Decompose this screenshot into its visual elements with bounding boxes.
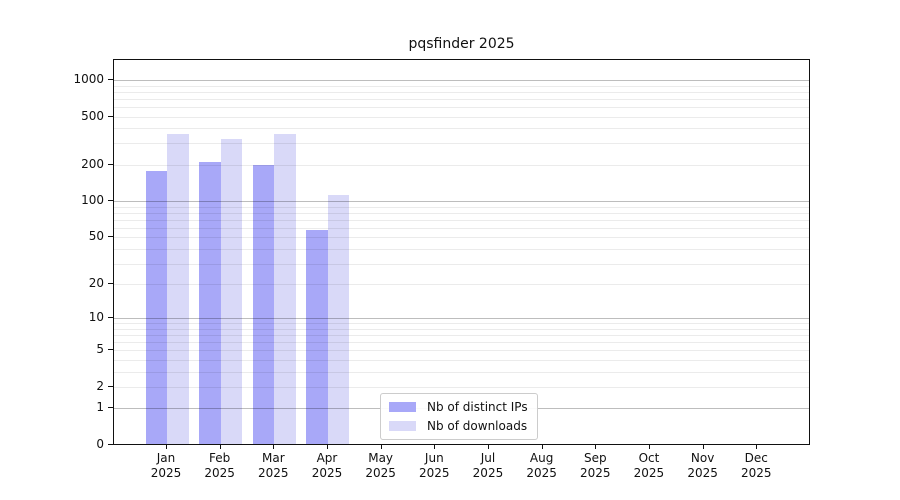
x-tick-mark-feb — [219, 445, 221, 449]
bar-downloads-apr — [327, 195, 350, 444]
chart-title: pqsfinder 2025 — [408, 36, 515, 52]
bar-downloads-feb — [220, 138, 243, 444]
y-tick-label-200: 200 — [81, 156, 104, 171]
x-tick-mark-jul — [487, 445, 489, 449]
x-tick-label-jun: Jun 2025 — [419, 451, 450, 480]
x-tick-mark-aug — [541, 445, 543, 449]
y-tick-label-10: 10 — [88, 310, 104, 325]
y-tick-mark-500 — [108, 115, 113, 117]
gridline-4 — [114, 359, 809, 361]
gridline-70 — [114, 219, 809, 221]
x-tick-mark-may — [380, 445, 382, 449]
y-tick-mark-1000 — [108, 79, 113, 80]
x-tick-label-dec: Dec 2025 — [740, 451, 772, 480]
y-tick-label-0: 0 — [96, 437, 104, 451]
x-tick-label-mar: Mar 2025 — [258, 451, 289, 480]
gridline-30 — [114, 263, 809, 265]
y-tick-label-1: 1 — [96, 400, 104, 415]
gridline-400 — [114, 128, 809, 130]
gridline-300 — [114, 143, 809, 145]
y-tick-label-50: 50 — [88, 229, 104, 244]
gridline-7 — [114, 335, 809, 337]
x-tick-label-may: May 2025 — [365, 451, 396, 480]
bar-downloads-mar — [274, 133, 296, 444]
x-tick-label-nov: Nov 2025 — [687, 451, 718, 480]
legend-label-downloads: Nb of downloads — [427, 419, 528, 433]
bar-distinct-ips-apr — [306, 230, 328, 444]
gridline-500 — [114, 116, 809, 118]
y-tick-mark-5 — [108, 349, 113, 351]
y-tick-mark-50 — [108, 236, 113, 238]
x-tick-mark-sep — [595, 445, 597, 449]
gridline-200 — [114, 164, 809, 166]
y-tick-mark-200 — [108, 163, 113, 165]
x-tick-label-sep: Sep 2025 — [579, 451, 611, 480]
gridline-60 — [114, 227, 809, 229]
gridline-900 — [114, 85, 809, 87]
x-tick-label-feb: Feb 2025 — [204, 451, 235, 480]
y-tick-mark-0 — [108, 444, 113, 445]
y-tick-label-2: 2 — [96, 378, 104, 393]
gridline-80 — [114, 212, 809, 214]
y-tick-mark-100 — [108, 200, 113, 202]
bar-distinct-ips-jan — [145, 170, 167, 444]
legend: Nb of distinct IPs Nb of downloads — [380, 393, 538, 440]
y-tick-label-500: 500 — [81, 108, 104, 123]
gridline-700 — [114, 98, 809, 100]
gridline-20 — [114, 284, 809, 286]
gridline-50 — [114, 237, 809, 239]
gridline-3 — [114, 371, 809, 373]
gridline-9 — [114, 323, 809, 325]
x-tick-label-oct: Oct 2025 — [633, 451, 665, 480]
x-tick-label-jul: Jul 2025 — [472, 451, 504, 480]
x-tick-label-jan: Jan 2025 — [150, 451, 182, 480]
gridline-90 — [114, 206, 809, 208]
gridline-5 — [114, 350, 809, 352]
bar-distinct-ips-feb — [199, 161, 221, 444]
legend-swatch-downloads — [389, 421, 416, 431]
x-tick-mark-dec — [756, 445, 758, 449]
y-tick-label-20: 20 — [88, 276, 104, 291]
y-tick-mark-1 — [108, 407, 113, 409]
y-tick-label-100: 100 — [81, 193, 104, 208]
y-tick-mark-10 — [108, 317, 113, 319]
gridline-600 — [114, 106, 809, 108]
x-tick-label-aug: Aug 2025 — [526, 451, 557, 480]
x-tick-mark-apr — [326, 445, 328, 449]
x-tick-mark-nov — [702, 445, 704, 449]
y-tick-label-5: 5 — [96, 342, 104, 357]
gridline-100 — [114, 201, 809, 203]
x-tick-mark-jan — [166, 445, 167, 449]
gridline-2 — [114, 386, 809, 388]
bar-distinct-ips-mar — [252, 165, 275, 444]
y-tick-label-1000: 1000 — [73, 72, 104, 86]
plot-area: Nb of distinct IPs Nb of downloads — [113, 59, 810, 445]
bar-downloads-jan — [167, 134, 189, 444]
gridline-10 — [114, 318, 809, 320]
x-tick-mark-oct — [648, 445, 650, 449]
gridline-800 — [114, 91, 809, 93]
gridline-8 — [114, 328, 809, 330]
y-tick-mark-20 — [108, 283, 113, 285]
x-tick-label-apr: Apr 2025 — [311, 451, 343, 480]
x-tick-mark-mar — [273, 445, 275, 449]
legend-item-distinct-ips: Nb of distinct IPs — [389, 399, 528, 415]
legend-label-distinct-ips: Nb of distinct IPs — [427, 400, 528, 414]
gridline-1000 — [114, 80, 809, 81]
gridline-40 — [114, 248, 809, 250]
legend-swatch-distinct-ips — [389, 402, 416, 412]
gridline-6 — [114, 342, 809, 344]
legend-item-downloads: Nb of downloads — [389, 418, 528, 434]
y-tick-mark-2 — [108, 385, 113, 387]
x-tick-mark-jun — [434, 445, 436, 449]
